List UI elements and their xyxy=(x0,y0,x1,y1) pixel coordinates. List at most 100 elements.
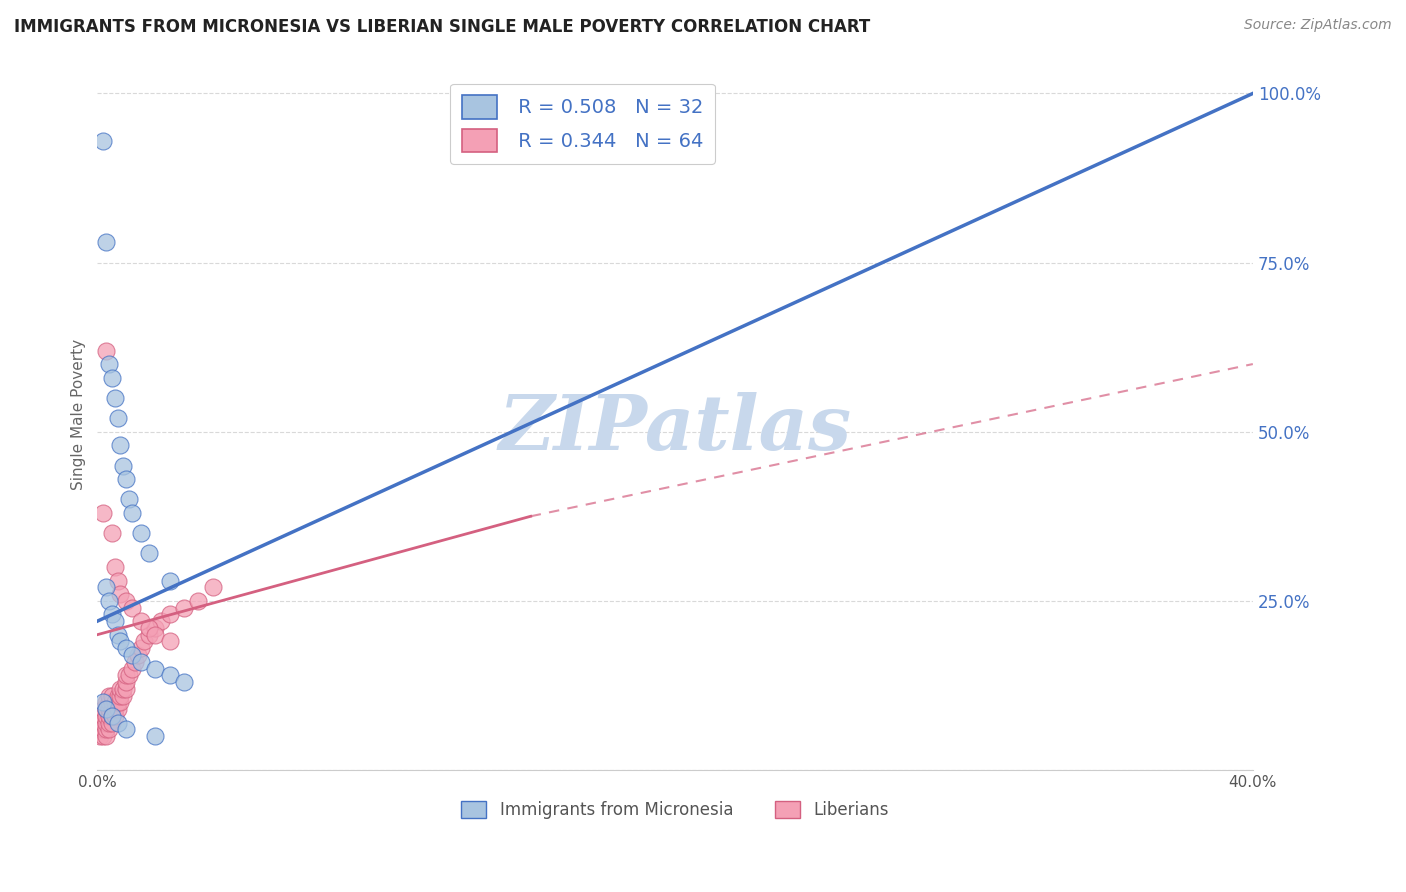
Point xyxy=(187,594,209,608)
Point xyxy=(94,729,117,743)
Point xyxy=(107,411,129,425)
Point xyxy=(173,675,195,690)
Point xyxy=(97,723,120,737)
Point xyxy=(94,343,117,358)
Point xyxy=(138,547,160,561)
Point xyxy=(91,506,114,520)
Point xyxy=(121,600,143,615)
Point xyxy=(94,715,117,730)
Point xyxy=(115,594,138,608)
Point xyxy=(143,729,166,743)
Point xyxy=(104,695,127,709)
Point xyxy=(91,715,114,730)
Point xyxy=(159,574,181,588)
Point xyxy=(129,526,152,541)
Point xyxy=(112,689,135,703)
Point xyxy=(97,689,120,703)
Point xyxy=(107,702,129,716)
Point xyxy=(97,709,120,723)
Point xyxy=(107,628,129,642)
Point xyxy=(104,709,127,723)
Point xyxy=(115,681,138,696)
Point xyxy=(110,634,132,648)
Point xyxy=(89,729,111,743)
Point xyxy=(110,587,132,601)
Point xyxy=(173,600,195,615)
Point xyxy=(97,702,120,716)
Point xyxy=(115,723,138,737)
Text: ZIPatlas: ZIPatlas xyxy=(499,392,852,466)
Point xyxy=(101,709,124,723)
Point xyxy=(104,702,127,716)
Point xyxy=(107,574,129,588)
Point xyxy=(101,702,124,716)
Point xyxy=(97,594,120,608)
Point xyxy=(101,689,124,703)
Point xyxy=(91,695,114,709)
Point xyxy=(159,668,181,682)
Point xyxy=(94,723,117,737)
Point xyxy=(115,675,138,690)
Point xyxy=(201,580,224,594)
Point xyxy=(110,689,132,703)
Point xyxy=(143,621,166,635)
Point xyxy=(115,472,138,486)
Point xyxy=(112,681,135,696)
Point xyxy=(101,695,124,709)
Point xyxy=(118,668,141,682)
Point xyxy=(118,492,141,507)
Point xyxy=(94,709,117,723)
Point xyxy=(91,709,114,723)
Legend: Immigrants from Micronesia, Liberians: Immigrants from Micronesia, Liberians xyxy=(454,794,896,826)
Point xyxy=(132,634,155,648)
Point xyxy=(94,580,117,594)
Point xyxy=(121,506,143,520)
Point xyxy=(101,715,124,730)
Point xyxy=(97,695,120,709)
Point xyxy=(115,641,138,656)
Point xyxy=(104,391,127,405)
Point xyxy=(107,695,129,709)
Point xyxy=(104,614,127,628)
Point xyxy=(101,709,124,723)
Point xyxy=(91,134,114,148)
Point xyxy=(159,607,181,622)
Point xyxy=(129,614,152,628)
Point xyxy=(94,235,117,250)
Point xyxy=(107,689,129,703)
Point xyxy=(112,458,135,473)
Point xyxy=(101,607,124,622)
Point xyxy=(129,655,152,669)
Point xyxy=(101,526,124,541)
Point xyxy=(97,357,120,371)
Y-axis label: Single Male Poverty: Single Male Poverty xyxy=(72,339,86,491)
Point xyxy=(115,668,138,682)
Point xyxy=(143,628,166,642)
Point xyxy=(110,438,132,452)
Point xyxy=(143,661,166,675)
Point xyxy=(149,614,172,628)
Point xyxy=(127,648,149,662)
Point xyxy=(91,702,114,716)
Point xyxy=(91,729,114,743)
Point xyxy=(94,702,117,716)
Point xyxy=(121,661,143,675)
Point xyxy=(94,695,117,709)
Point xyxy=(124,655,146,669)
Point xyxy=(107,715,129,730)
Text: Source: ZipAtlas.com: Source: ZipAtlas.com xyxy=(1244,18,1392,32)
Point xyxy=(121,648,143,662)
Point xyxy=(94,702,117,716)
Point xyxy=(129,641,152,656)
Point xyxy=(104,560,127,574)
Point xyxy=(101,370,124,384)
Text: IMMIGRANTS FROM MICRONESIA VS LIBERIAN SINGLE MALE POVERTY CORRELATION CHART: IMMIGRANTS FROM MICRONESIA VS LIBERIAN S… xyxy=(14,18,870,36)
Point xyxy=(110,695,132,709)
Point xyxy=(138,628,160,642)
Point xyxy=(110,681,132,696)
Point xyxy=(138,621,160,635)
Point xyxy=(89,715,111,730)
Point xyxy=(97,715,120,730)
Point xyxy=(89,723,111,737)
Point xyxy=(159,634,181,648)
